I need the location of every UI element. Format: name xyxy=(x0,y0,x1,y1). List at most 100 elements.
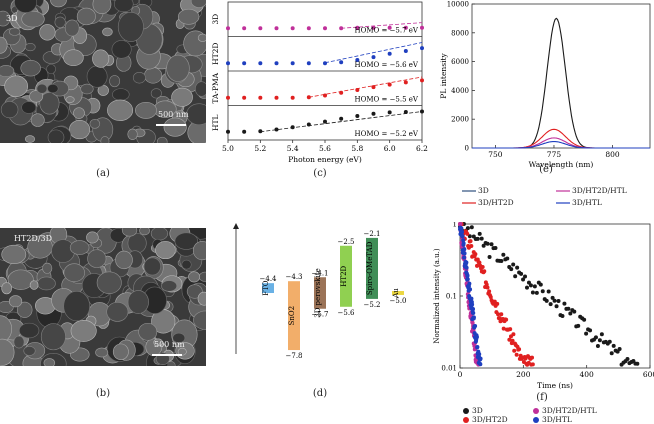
x-tick-label: 5.6 xyxy=(319,144,331,153)
data-point xyxy=(540,289,545,294)
data-point xyxy=(499,312,504,317)
series-label: HT2D xyxy=(211,43,220,65)
y-tick-label: 8000 xyxy=(451,29,469,37)
sem-grain xyxy=(40,323,66,351)
level-top-label: −4.4 xyxy=(260,275,278,283)
sem-grain xyxy=(112,343,129,360)
sem-grain xyxy=(100,136,110,143)
sem-grain xyxy=(39,24,56,41)
data-point xyxy=(471,315,476,320)
data-point xyxy=(534,290,539,295)
data-point xyxy=(609,351,614,356)
x-tick-label: 775 xyxy=(547,150,562,159)
data-point xyxy=(496,312,501,317)
level-top-label: −2.1 xyxy=(364,230,381,238)
data-point xyxy=(501,326,506,331)
sem-grain xyxy=(30,113,45,127)
sem-grain xyxy=(47,84,59,94)
data-point xyxy=(515,265,520,270)
data-point xyxy=(593,335,598,340)
data-point xyxy=(226,129,230,134)
data-point xyxy=(635,361,640,366)
sem-grain xyxy=(16,301,33,318)
data-point xyxy=(517,347,522,352)
data-point xyxy=(469,296,474,301)
sem-grain xyxy=(166,54,190,82)
data-point xyxy=(524,285,529,290)
data-point xyxy=(523,274,528,279)
series-line xyxy=(472,128,650,149)
sem-grain xyxy=(54,16,66,28)
data-point xyxy=(306,61,311,66)
sem-grain xyxy=(13,335,25,349)
data-point xyxy=(323,61,327,66)
data-point xyxy=(480,265,485,270)
data-point xyxy=(274,127,279,132)
data-point xyxy=(323,93,327,98)
legend-item-3d-ht2d-htl: 3D/HT2D/HTL xyxy=(556,186,627,195)
data-point xyxy=(290,26,295,31)
sem-grain xyxy=(192,241,206,261)
caption-d: (d) xyxy=(312,388,328,399)
data-point xyxy=(387,25,392,30)
data-point xyxy=(403,80,408,85)
data-point xyxy=(526,280,531,285)
data-point xyxy=(460,229,465,234)
y-tick-label: 6000 xyxy=(451,58,469,66)
x-tick-label: 400 xyxy=(580,370,595,379)
sem-grain xyxy=(46,64,56,75)
scale-bar xyxy=(156,124,186,126)
data-point xyxy=(371,111,376,116)
data-point xyxy=(458,222,463,226)
sem-grain xyxy=(138,322,158,341)
sem-grain xyxy=(36,83,48,94)
data-point xyxy=(485,285,490,290)
series-label: TA-PMA xyxy=(211,72,220,103)
x-tick-label: 600 xyxy=(643,370,654,379)
sem-grain xyxy=(153,338,163,347)
sem-grain xyxy=(86,65,108,88)
sem-grain xyxy=(80,83,94,95)
sem-grain xyxy=(92,0,112,14)
data-point xyxy=(242,26,247,31)
sem-grain xyxy=(96,271,122,294)
sem-grain xyxy=(0,101,19,119)
data-point xyxy=(546,289,551,294)
data-point xyxy=(226,26,230,31)
data-point xyxy=(323,119,327,124)
data-point xyxy=(514,352,519,357)
sem-grain xyxy=(109,75,121,88)
sem-grain xyxy=(163,117,187,137)
data-point xyxy=(420,25,424,30)
data-point xyxy=(420,78,424,83)
data-point xyxy=(469,243,474,248)
data-point xyxy=(513,274,518,279)
sem-grain xyxy=(190,0,206,8)
legend-item-3d: 3D xyxy=(462,186,489,195)
data-point xyxy=(499,259,504,264)
data-point xyxy=(568,311,573,316)
sem-grain xyxy=(150,228,169,241)
sem-grain xyxy=(177,8,200,25)
data-point xyxy=(462,255,467,260)
sem-grain xyxy=(188,271,201,283)
data-point xyxy=(355,58,360,63)
data-point xyxy=(470,302,475,307)
chart-ups: 3D HOMO = −5.7 eV HT2D HOMO = −5.6 eV TA-PMA… xyxy=(211,1,428,164)
scale-bar-label: 500 nm xyxy=(154,340,185,349)
data-point xyxy=(479,236,484,241)
sem-grain xyxy=(21,10,45,28)
x-axis-label: Wavelength (nm) xyxy=(529,160,594,169)
data-point xyxy=(387,51,392,56)
sem-grain xyxy=(155,241,176,260)
sem-image-3d: 3D 500 nm xyxy=(0,0,206,143)
sem-grain xyxy=(29,90,44,103)
x-axis-label: Photon energy (eV) xyxy=(288,155,362,164)
data-point xyxy=(371,85,376,90)
series-label: 3D xyxy=(211,14,220,25)
sem-grain xyxy=(181,259,192,270)
series-line xyxy=(472,17,650,149)
level-bottom-label: −5.2 xyxy=(364,301,381,309)
y-tick-label: 0 xyxy=(465,145,469,153)
data-point xyxy=(371,25,376,30)
